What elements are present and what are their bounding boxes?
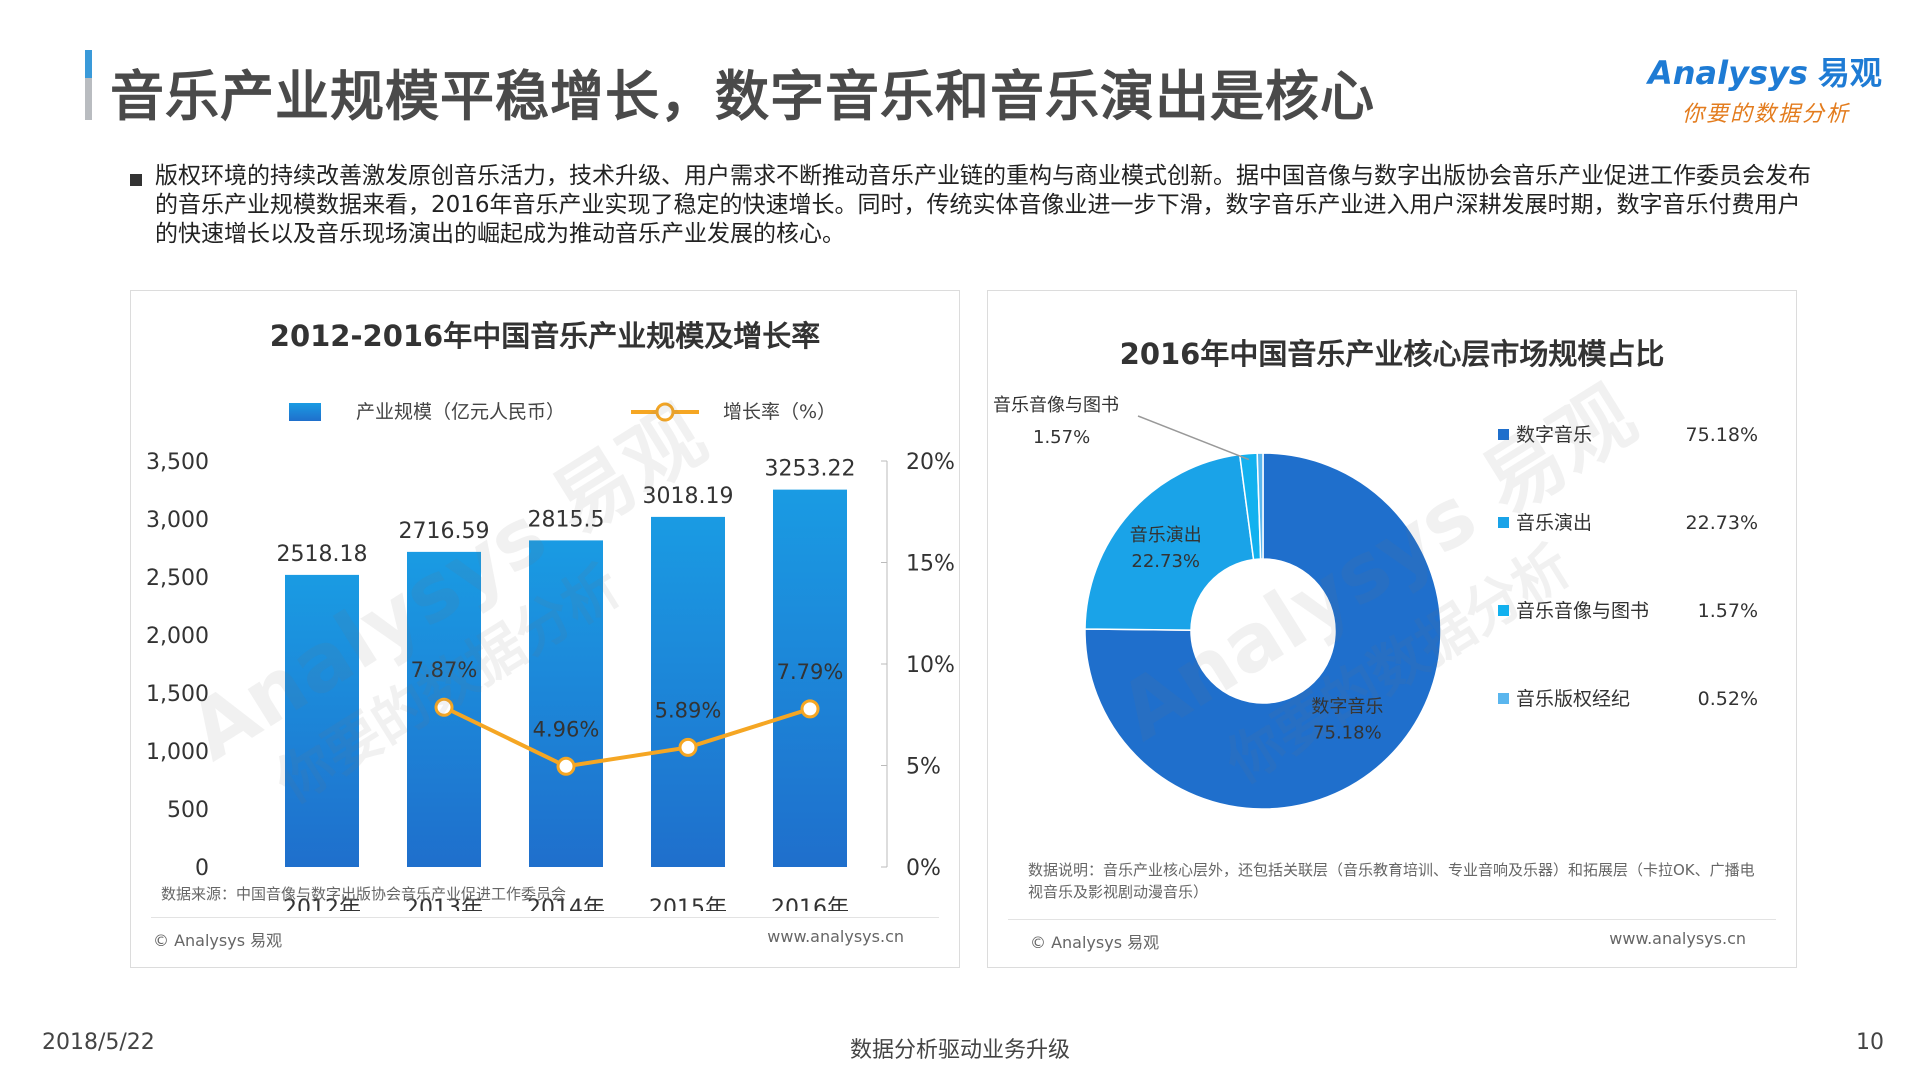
- legend-swatch: [1498, 517, 1509, 528]
- page-title: 音乐产业规模平稳增长，数字音乐和音乐演出是核心: [110, 65, 1375, 128]
- legend-label: 音乐演出: [1516, 512, 1592, 534]
- legend-swatch: [1498, 693, 1509, 704]
- legend-value: 75.18%: [1686, 424, 1758, 446]
- donut-slice: [1084, 453, 1255, 631]
- x-tick-label: 2016年: [771, 896, 849, 911]
- growth-rate-point: [678, 737, 698, 757]
- bar-line-chart: 产业规模（亿元人民币） 增长率（%） 0 500 1,000 1,500 2,000 2,50…: [146, 401, 955, 911]
- growth-rate-label: 7.79%: [777, 660, 844, 684]
- copyright-text: © Analysys 易观: [1030, 933, 1160, 952]
- logo-brand-cn: 易观: [1817, 54, 1882, 92]
- y-tick-label: 2,500: [146, 566, 209, 591]
- bar: [285, 574, 359, 867]
- bar-chart-title: 2012-2016年中国音乐产业规模及增长率: [269, 319, 821, 353]
- data-source-note: 数据来源：中国音像与数字出版协会音乐产业促进工作委员会: [161, 885, 567, 903]
- footer-slogan: 数据分析驱动业务升级: [850, 1038, 1071, 1063]
- y-tick-label: 500: [167, 798, 209, 823]
- legend-label: 数字音乐: [1516, 424, 1592, 446]
- donut-chart-title: 2016年中国音乐产业核心层市场规模占比: [1119, 337, 1665, 371]
- donut-slice: [1084, 452, 1442, 810]
- bar-value-label: 3018.19: [643, 484, 734, 509]
- legend-value: 22.73%: [1686, 512, 1758, 534]
- legend-bar-swatch: [289, 403, 321, 421]
- y2-tick-label: 0%: [906, 856, 941, 881]
- website-url: www.analysys.cn: [1609, 929, 1746, 948]
- y-tick-label: 0: [195, 856, 209, 881]
- legend-line-label: 增长率（%）: [723, 401, 836, 423]
- bar: [651, 516, 725, 867]
- website-url: www.analysys.cn: [767, 927, 904, 946]
- callout-value: 1.57%: [1033, 427, 1090, 448]
- donut-slice: [1256, 452, 1264, 560]
- donut-slice-value: 22.73%: [1131, 551, 1200, 572]
- x-tick-label: 2014年: [527, 896, 605, 911]
- y2-tick-label: 15%: [906, 552, 955, 577]
- x-tick-label: 2012年: [283, 896, 361, 911]
- growth-rate-point: [434, 697, 454, 717]
- y-tick-label: 1,500: [146, 682, 209, 707]
- data-description-note: 数据说明：音乐产业核心层外，还包括关联层（音乐教育培训、专业音响及乐器）和拓展层…: [1028, 861, 1755, 901]
- copyright-text: © Analysys 易观: [153, 931, 283, 950]
- growth-rate-point: [800, 699, 820, 719]
- intro-paragraph: 版权环境的持续改善激发原创音乐活力，技术升级、用户需求不断推动音乐产业链的重构与…: [155, 163, 1811, 247]
- growth-rate-label: 4.96%: [533, 717, 600, 741]
- donut-slice-category: 数字音乐: [1311, 696, 1383, 717]
- legend-swatch: [1498, 605, 1509, 616]
- donut-chart-panel: 2016年中国音乐产业核心层市场规模占比 数字音乐 75.18% 音乐演出 22.73…: [987, 290, 1797, 968]
- growth-rate-label: 7.87%: [411, 658, 478, 682]
- legend-swatch: [1498, 429, 1509, 440]
- growth-rate-label: 5.89%: [655, 698, 722, 722]
- x-tick-label: 2013年: [405, 896, 483, 911]
- footer-date: 2018/5/22: [42, 1030, 155, 1055]
- bar-value-label: 2716.59: [399, 519, 490, 544]
- page-number: 10: [1856, 1030, 1884, 1055]
- y2-tick-label: 20%: [906, 450, 955, 475]
- legend-line-marker: [655, 402, 675, 422]
- legend-value: 0.52%: [1698, 688, 1758, 710]
- legend-bar-label: 产业规模（亿元人民币）: [356, 401, 565, 423]
- y-tick-label: 2,000: [146, 624, 209, 649]
- logo-brand-text: Analysys: [1648, 54, 1808, 92]
- bar-value-label: 2518.18: [277, 542, 368, 567]
- donut-slice-value: 75.18%: [1313, 722, 1382, 743]
- growth-rate-line: [443, 705, 811, 769]
- donut-chart: 数字音乐 75.18% 音乐演出 22.73% 音乐音像与图书 1.57% 数字音乐 75.1…: [993, 395, 1758, 810]
- bar: [773, 489, 847, 867]
- bar-value-label: 2815.5: [528, 507, 605, 532]
- bullet-square-icon: [130, 174, 142, 186]
- bar-chart-panel: 2012-2016年中国音乐产业规模及增长率 产业规模（亿元人民币） 增长率（%）…: [130, 290, 960, 968]
- y2-tick-label: 10%: [906, 653, 955, 678]
- y-tick-label: 3,000: [146, 508, 209, 533]
- y-tick-label: 3,500: [146, 450, 209, 475]
- growth-rate-point: [556, 756, 576, 776]
- bar-value-label: 3253.22: [765, 457, 856, 482]
- y2-tick-label: 5%: [906, 755, 941, 780]
- legend-value: 1.57%: [1698, 600, 1758, 622]
- analysys-logo: Analysys 易观 你要的数据分析: [1648, 48, 1888, 128]
- legend-label: 音乐音像与图书: [1516, 600, 1649, 622]
- bar: [529, 540, 603, 867]
- y-tick-label: 1,000: [146, 740, 209, 765]
- title-accent-bar: [85, 50, 92, 120]
- callout-category: 音乐音像与图书: [993, 395, 1119, 416]
- callout-leader-line: [1137, 415, 1250, 461]
- donut-slice-category: 音乐演出: [1130, 525, 1202, 546]
- x-tick-label: 2015年: [649, 896, 727, 911]
- logo-slogan: 你要的数据分析: [1682, 102, 1851, 127]
- legend-label: 音乐版权经纪: [1516, 688, 1630, 710]
